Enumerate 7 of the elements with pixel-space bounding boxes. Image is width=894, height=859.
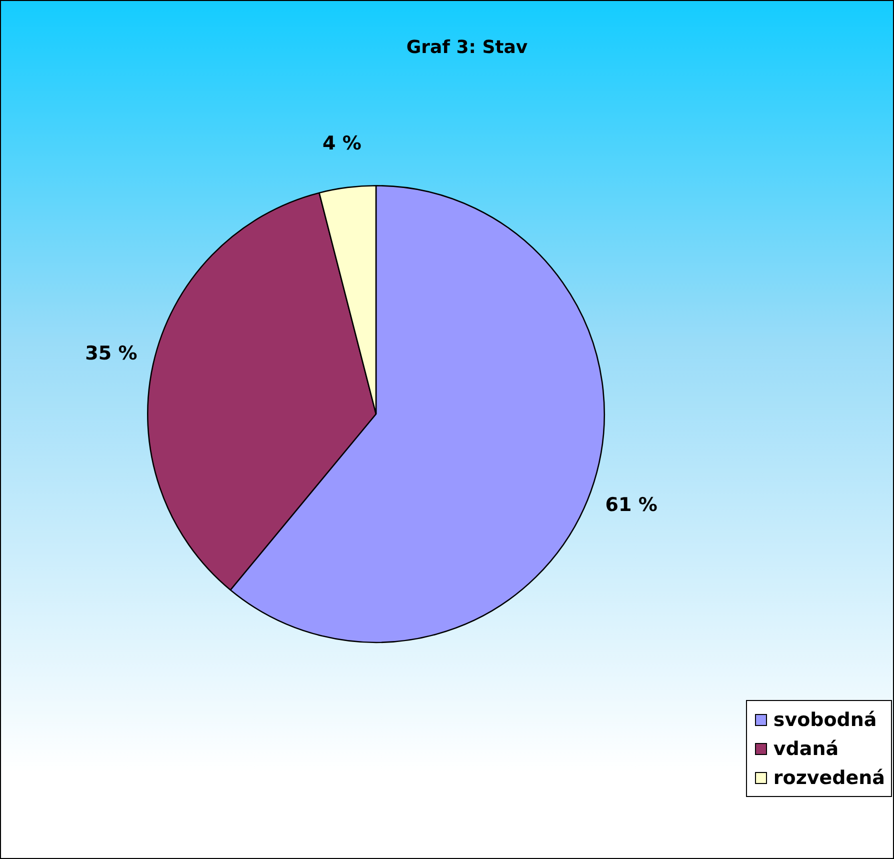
legend-label: vdaná <box>773 738 839 760</box>
data-label: 4 % <box>322 132 362 155</box>
legend-label: rozvedená <box>773 766 885 788</box>
legend-label: svobodná <box>773 708 877 730</box>
data-label: 35 % <box>85 342 138 365</box>
data-label: 61 % <box>605 494 658 516</box>
chart-title: Graf 3: Stav <box>405 37 529 58</box>
